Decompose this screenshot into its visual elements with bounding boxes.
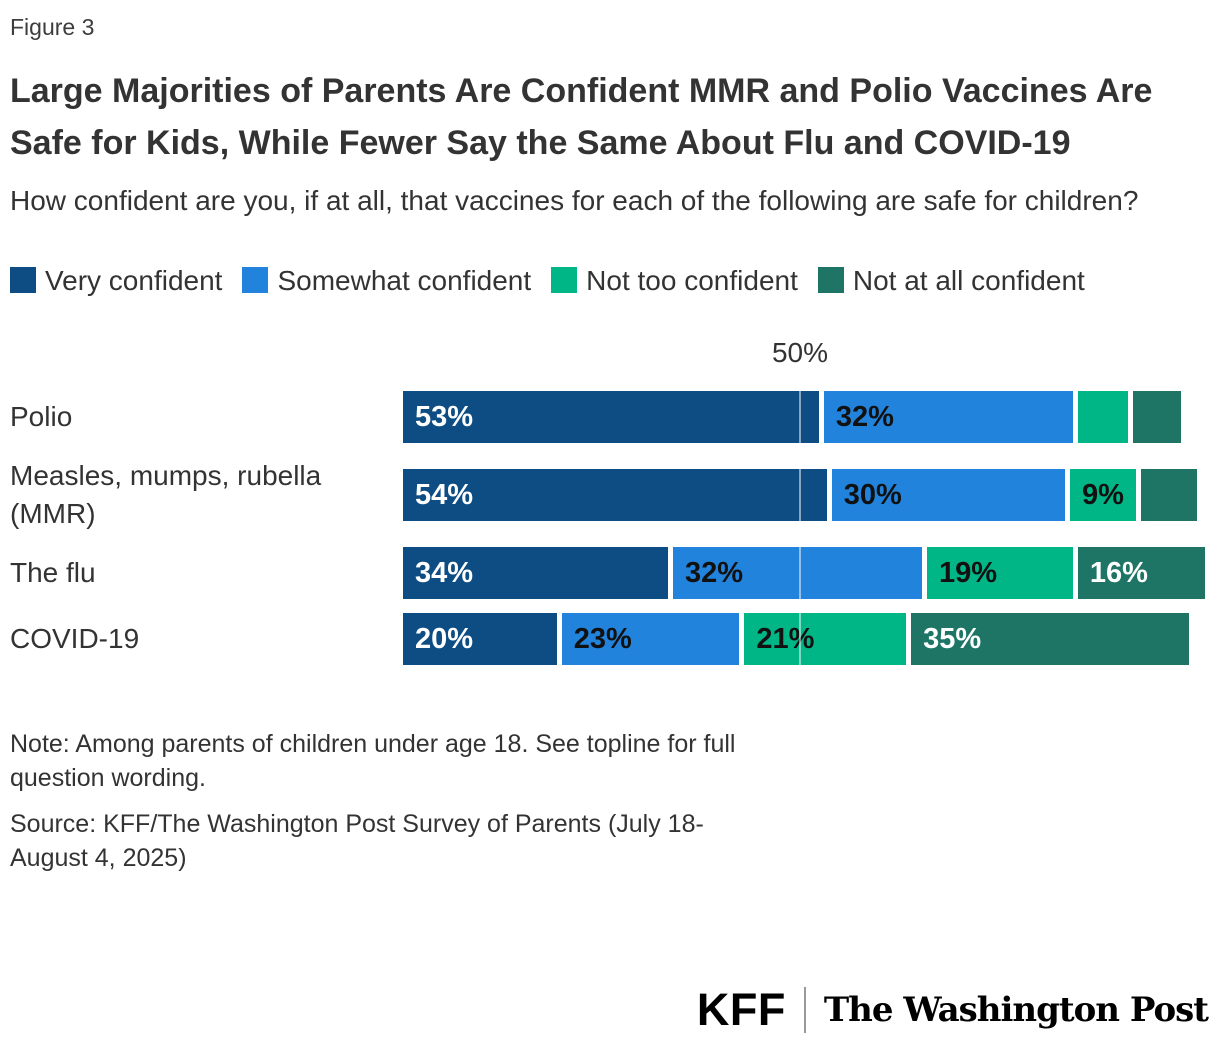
chart-title: Large Majorities of Parents Are Confiden… [10,72,1153,162]
chart-row: The flu 34% 32% 19% 16% [10,547,1210,599]
legend-swatch [551,267,578,293]
bar-value-label: 34% [415,556,474,589]
bar-value-label: 30% [843,478,902,511]
bar-segment: 23% [561,613,745,665]
bar-segment: 21% [744,613,912,665]
bar-segment: 35% [911,613,1190,665]
bar-value-label: 9% [1081,478,1124,511]
stacked-bar: 20% 23% 21% 35% [403,613,1197,665]
legend-label: Very confident [45,265,223,296]
bar-value-label: 35% [923,622,982,655]
legend-swatch [242,267,269,293]
legend-label: Somewhat confident [277,265,532,296]
bar-segment: 32% [672,547,928,599]
bar-segment: 53% [403,391,824,443]
category-label: The flu [10,557,96,588]
bar-segment: 9% [1069,469,1142,521]
page: Figure 3 Large Majorities of Parents Are… [0,14,1220,875]
bar-value-label: 21% [756,622,815,655]
chart-rows: Polio 53% 32% Measles, mumps, rubella (MMR)… [10,391,1210,665]
legend: Very confident Somewhat confident Not too … [10,253,1170,309]
figure-label: Figure 3 [10,14,95,40]
bar-segment [1133,391,1182,443]
bar-segment: 30% [831,469,1070,521]
legend-item: Very confident [10,265,236,296]
category-label: COVID-19 [10,623,140,654]
bar-chart: 50% Polio 53% 32% Measles, mumps, rubella (… [10,335,1210,665]
bar-value-label: 32% [684,556,743,589]
stacked-bar: 53% 32% [403,391,1197,443]
bar-segment: 54% [403,469,832,521]
bar-value-label: 23% [573,622,632,655]
legend-swatch [10,267,36,293]
legend-label: Not too confident [586,265,798,296]
chart-subtitle: How confident are you, if at all, that v… [10,185,1139,216]
kff-logo: KFF [696,984,786,1035]
bar-value-label: 19% [939,556,998,589]
bar-segment: 16% [1077,547,1205,599]
legend-item: Not at all confident [817,265,1099,296]
washington-post-logo: The Washington Post [823,990,1209,1030]
bar-segment [1077,391,1134,443]
bar-value-label: 54% [415,478,474,511]
legend-item: Not too confident [551,265,812,296]
axis-tick-label: 50% [771,337,829,368]
chart-row: COVID-19 20% 23% 21% 35% [10,613,1210,665]
bar-segment [1141,469,1197,521]
bar-value-label: 32% [835,400,894,433]
category-label: Measles, mumps, rubella (MMR) [10,460,322,529]
legend-swatch [817,267,844,293]
axis-row: 50% [10,335,1210,379]
bar-segment: 32% [823,391,1078,443]
bar-segment: 34% [403,547,673,599]
stacked-bar: 34% 32% 19% 16% [403,547,1205,599]
bar-segment: 20% [403,613,562,665]
bar-value-label: 16% [1089,556,1148,589]
source-text: Source: KFF/The Washington Post Survey o… [10,810,704,872]
logo-divider [803,987,806,1033]
legend-item: Somewhat confident [242,265,545,296]
category-label: Polio [10,401,73,432]
note-text: Note: Among parents of children under ag… [10,730,736,792]
legend-label: Not at all confident [852,265,1085,296]
logo-row: KFF The Washington Post [696,980,1209,1040]
bar-segment: 19% [927,547,1078,599]
chart-row: Measles, mumps, rubella (MMR) 54% 30% 9% [10,457,1210,533]
stacked-bar: 54% 30% 9% [403,469,1197,521]
bar-value-label: 20% [415,622,474,655]
bar-value-label: 53% [415,400,474,433]
chart-row: Polio 53% 32% [10,391,1210,443]
